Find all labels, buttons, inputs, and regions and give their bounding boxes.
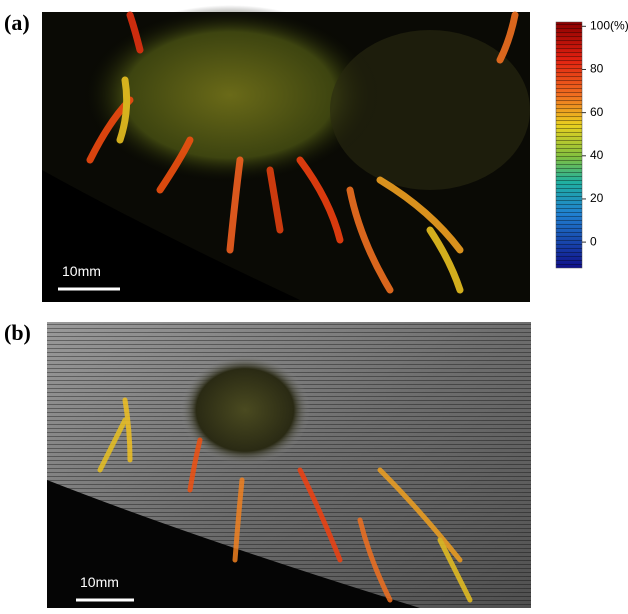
figure: (a) (b) 10mm 10mm 100(%) 80 60 40 20 0 (0, 0, 628, 614)
scale-bar-label: 10mm (80, 574, 119, 590)
colorbar-stripes (556, 22, 582, 268)
page: (a) (b) 10mm 10mm 100(%)806040200 (() =>… (0, 0, 628, 614)
colorbar-tick-label: 60 (590, 105, 604, 119)
panel-label: (a) (4, 10, 30, 35)
panel-a-image (42, 5, 530, 302)
colorbar-tick-label: 20 (590, 191, 604, 205)
colorbar-tick-label: 80 (590, 62, 604, 76)
panel-label: (b) (4, 320, 31, 345)
panel-b-image (47, 322, 531, 608)
colorbar-tick-label: 0 (590, 234, 597, 248)
colorbar-tick-label: 40 (590, 148, 604, 162)
colorbar-tick-label: 100(%) (590, 18, 628, 32)
scale-bar-label: 10mm (62, 263, 101, 279)
